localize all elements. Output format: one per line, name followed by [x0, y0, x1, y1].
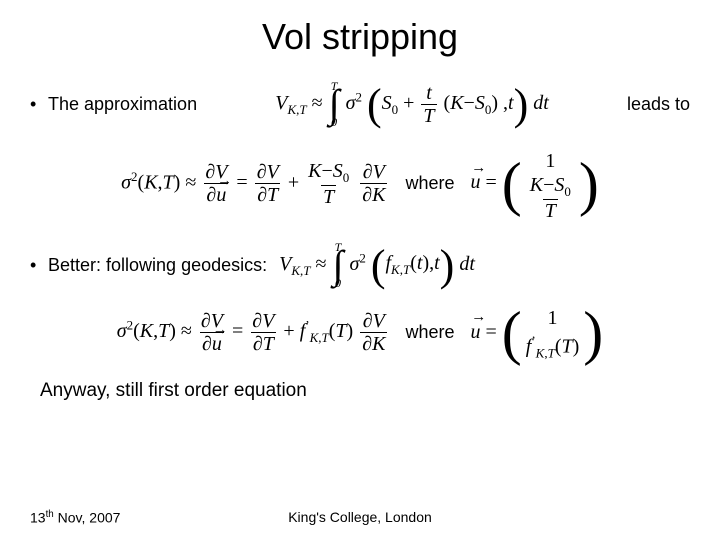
where-1: where: [405, 173, 454, 194]
slide: Vol stripping •The approximation VK,T ≈ …: [0, 0, 720, 540]
bullet-2-row: •Better: following geodesics: VK,T ≈ T∫0…: [30, 243, 690, 288]
formula-sigma2-1: σ2(K,T) ≈ ∂V∂u = ∂V∂T + K−S0T ∂V∂K: [121, 161, 389, 207]
formula-approx-integral-2: VK,T ≈ T∫0 σ2 ( fK,T(t),t ) dt: [279, 243, 475, 288]
formula-uvec-1: u = ( 1 K−S0T ): [470, 145, 598, 223]
formula-sigma2-2: σ2(K,T) ≈ ∂V∂u = ∂V∂T + f’K,T(T) ∂V∂K: [117, 311, 390, 354]
footer-venue: King's College, London: [30, 509, 690, 525]
closing-line: Anyway, still first order equation: [40, 380, 690, 402]
bullet-1-prefix: •The approximation: [30, 94, 197, 115]
bullet-1-row: •The approximation VK,T ≈ T∫0 σ2 ( S0 + …: [30, 82, 690, 127]
derivation-row-1: σ2(K,T) ≈ ∂V∂u = ∂V∂T + K−S0T ∂V∂K where…: [30, 145, 690, 223]
where-2: where: [405, 322, 454, 343]
bullet-1-suffix: leads to: [627, 94, 690, 115]
formula-uvec-2: u = ( 1 f’K,T(T) ): [470, 302, 603, 365]
formula-approx-integral-1: VK,T ≈ T∫0 σ2 ( S0 + tT (K−S0) ,t ) dt: [275, 82, 549, 127]
footer: 13th Nov, 2007 King's College, London: [30, 509, 690, 526]
derivation-row-2: σ2(K,T) ≈ ∂V∂u = ∂V∂T + f’K,T(T) ∂V∂K wh…: [30, 302, 690, 365]
slide-title: Vol stripping: [30, 16, 690, 58]
bullet-2-text: •Better: following geodesics:: [30, 255, 267, 276]
